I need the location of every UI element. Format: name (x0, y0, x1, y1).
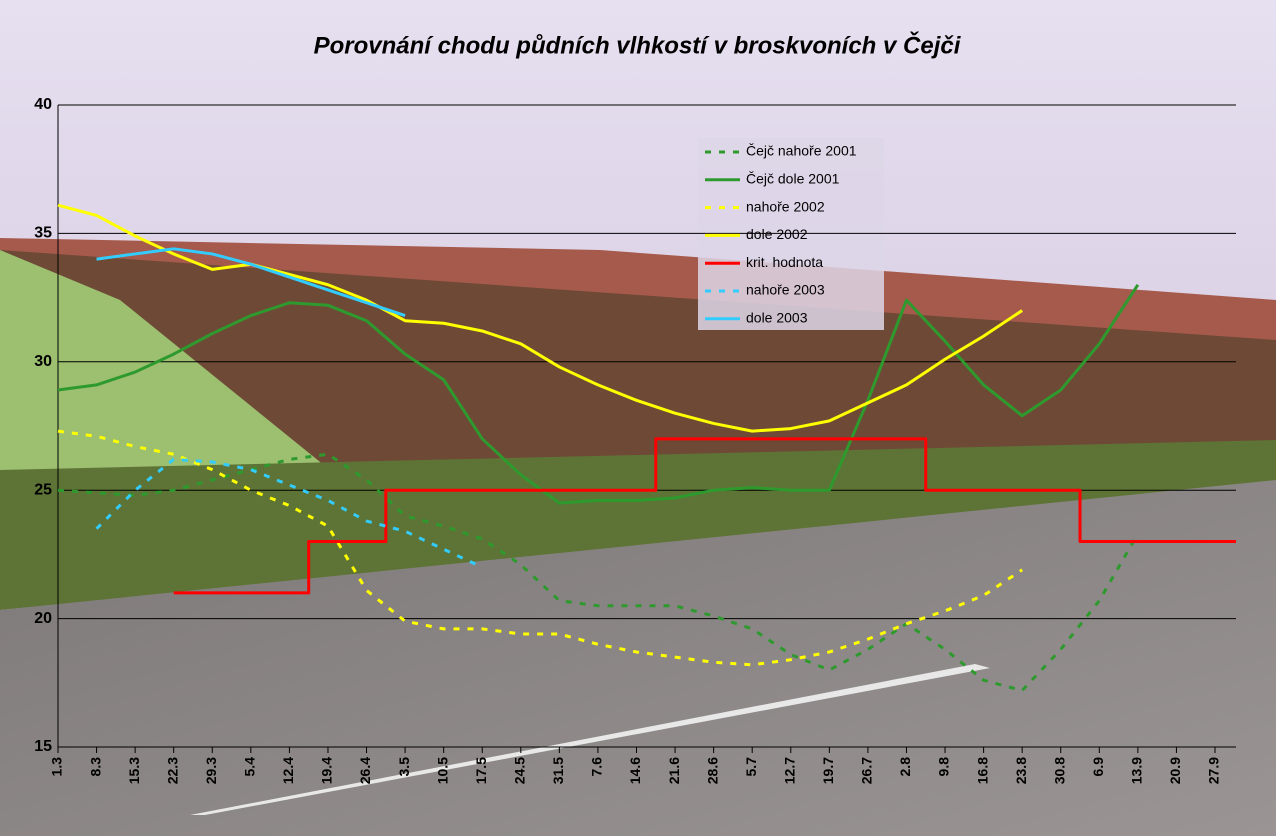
x-tick-label: 3.5 (396, 757, 412, 777)
x-tick-label: 21.6 (666, 757, 682, 784)
x-tick-label: 9.8 (936, 757, 952, 777)
x-tick-label: 12.7 (781, 757, 797, 784)
x-tick-label: 7.6 (589, 757, 605, 777)
legend-label: dole 2002 (746, 226, 808, 242)
series-line (57, 203, 1024, 433)
x-tick-label: 12.4 (280, 757, 296, 784)
chart-title: Porovnání chodu půdních vlhkostí v brosk… (314, 31, 962, 59)
x-tick-label: 14.6 (627, 757, 643, 784)
legend-label: krit. hodnota (746, 254, 823, 270)
x-tick-label: 20.9 (1167, 757, 1183, 784)
legend-label: nahoře 2003 (746, 282, 825, 298)
x-tick-label: 27.9 (1206, 757, 1222, 784)
legend-label: nahoře 2002 (746, 198, 825, 214)
x-tick-label: 5.4 (242, 757, 258, 777)
series-line (95, 457, 483, 569)
series-line (57, 283, 1140, 505)
x-tick-label: 19.7 (820, 757, 836, 784)
legend-label: Čejč nahoře 2001 (746, 143, 857, 159)
x-tick-label: 6.9 (1090, 757, 1106, 777)
series-line (173, 437, 1236, 595)
legend-label: dole 2003 (746, 310, 808, 326)
x-tick-label: 26.7 (859, 757, 875, 784)
x-tick-label: 31.5 (550, 757, 566, 784)
x-tick-label: 10.5 (434, 757, 450, 784)
x-tick-label: 28.6 (704, 757, 720, 784)
x-tick-label: 19.4 (319, 757, 335, 784)
x-tick-label: 1.3 (49, 757, 65, 777)
x-tick-label: 13.9 (1129, 757, 1145, 784)
y-tick-label: 15 (34, 738, 52, 755)
x-tick-label: 15.3 (126, 757, 142, 784)
legend-label: Čejč dole 2001 (746, 171, 840, 187)
series-line (57, 429, 1024, 667)
x-tick-label: 5.7 (743, 757, 759, 777)
x-tick-label: 24.5 (512, 757, 528, 784)
x-tick-label: 29.3 (203, 757, 219, 784)
x-tick-label: 8.3 (87, 757, 103, 777)
x-tick-label: 30.8 (1051, 757, 1067, 784)
x-tick-label: 2.8 (897, 757, 913, 777)
series-line (57, 452, 1140, 693)
x-tick-label: 17.5 (473, 757, 489, 784)
x-tick-label: 23.8 (1013, 757, 1029, 784)
x-tick-label: 22.3 (164, 757, 180, 784)
x-tick-label: 16.8 (974, 757, 990, 784)
y-tick-label: 40 (34, 96, 52, 113)
y-tick-label: 20 (34, 610, 52, 627)
y-tick-label: 30 (34, 353, 52, 370)
x-tick-label: 26.4 (357, 757, 373, 784)
y-tick-label: 35 (34, 225, 52, 242)
series-line (96, 247, 406, 317)
y-tick-label: 25 (34, 481, 52, 498)
